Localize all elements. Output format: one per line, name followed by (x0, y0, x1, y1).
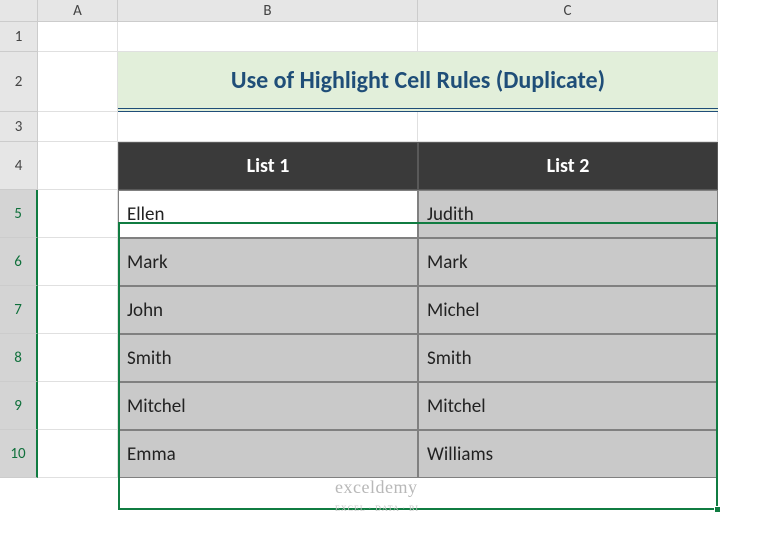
cell-a10[interactable] (38, 430, 118, 478)
cell-a6[interactable] (38, 238, 118, 286)
fill-handle[interactable] (714, 506, 721, 513)
row-header-1[interactable]: 1 (0, 22, 38, 52)
cell-a5[interactable] (38, 190, 118, 238)
cell-b6[interactable]: Mark (118, 238, 418, 286)
cell-b9[interactable]: Mitchel (118, 382, 418, 430)
cell-c8[interactable]: Smith (418, 334, 718, 382)
cell-a8[interactable] (38, 334, 118, 382)
col-header-b[interactable]: B (118, 0, 418, 22)
row-header-2[interactable]: 2 (0, 52, 38, 112)
spreadsheet-grid: A B C 1 2 Use of Highlight Cell Rules (D… (0, 0, 767, 478)
cell-b8[interactable]: Smith (118, 334, 418, 382)
row-header-6[interactable]: 6 (0, 238, 38, 286)
cell-c7[interactable]: Michel (418, 286, 718, 334)
watermark: exceldemy EXCEL · DATA · BI (335, 478, 419, 514)
cell-c9[interactable]: Mitchel (418, 382, 718, 430)
cell-b7[interactable]: John (118, 286, 418, 334)
table-header-list1[interactable]: List 1 (118, 142, 418, 190)
col-header-a[interactable]: A (38, 0, 118, 22)
cell-b1[interactable] (118, 22, 418, 52)
cell-a9[interactable] (38, 382, 118, 430)
cell-a1[interactable] (38, 22, 118, 52)
watermark-main: exceldemy (335, 477, 417, 497)
table-header-list2[interactable]: List 2 (418, 142, 718, 190)
watermark-sub: EXCEL · DATA · BI (335, 504, 419, 513)
row-header-10[interactable]: 10 (0, 430, 38, 478)
cell-c5[interactable]: Judith (418, 190, 718, 238)
title-cell[interactable]: Use of Highlight Cell Rules (Duplicate) (118, 52, 718, 112)
cell-b10[interactable]: Emma (118, 430, 418, 478)
select-all-corner[interactable] (0, 0, 38, 22)
cell-c1[interactable] (418, 22, 718, 52)
row-header-8[interactable]: 8 (0, 334, 38, 382)
row-header-5[interactable]: 5 (0, 190, 38, 238)
row-header-3[interactable]: 3 (0, 112, 38, 142)
row-header-9[interactable]: 9 (0, 382, 38, 430)
col-header-c[interactable]: C (418, 0, 718, 22)
cell-c3[interactable] (418, 112, 718, 142)
cell-b5[interactable]: Ellen (118, 190, 418, 238)
cell-c10[interactable]: Williams (418, 430, 718, 478)
cell-a2[interactable] (38, 52, 118, 112)
row-header-7[interactable]: 7 (0, 286, 38, 334)
cell-a3[interactable] (38, 112, 118, 142)
cell-b3[interactable] (118, 112, 418, 142)
cell-a7[interactable] (38, 286, 118, 334)
cell-a4[interactable] (38, 142, 118, 190)
row-header-4[interactable]: 4 (0, 142, 38, 190)
cell-c6[interactable]: Mark (418, 238, 718, 286)
